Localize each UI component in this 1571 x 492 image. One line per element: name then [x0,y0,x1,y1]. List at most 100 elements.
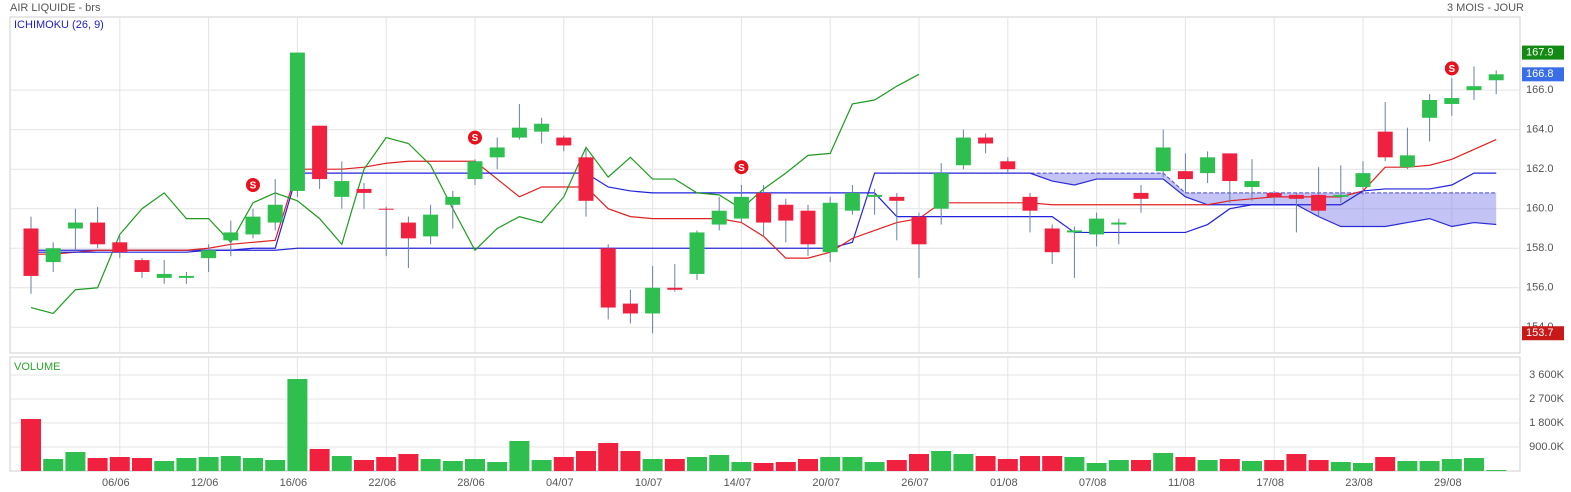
volume-bar [687,457,707,471]
volume-bar [1441,459,1462,471]
candle-body [1022,196,1038,211]
candle-body [756,192,772,223]
candle-body [1200,157,1216,174]
candle-body [645,287,661,314]
candle-body [1244,181,1260,187]
volume-bar [798,459,818,471]
volume-bar [1464,458,1484,471]
x-tick-label: 17/08 [1256,477,1284,489]
candle-body [178,275,194,278]
candle-body [445,196,461,205]
volume-tick-label: 1 800K [1529,417,1565,429]
candle-body [822,202,838,253]
signal-label: S [738,163,745,174]
volume-bar [709,455,730,471]
volume-bar [531,460,552,471]
price-badge-label: 153.7 [1526,327,1554,339]
x-tick-label: 07/08 [1079,477,1107,489]
volume-bar [931,451,952,471]
candle-body [534,123,550,132]
volume-bar [331,456,352,471]
volume-bar [576,451,596,471]
candle-body [1044,228,1060,253]
x-tick-label: 11/08 [1168,477,1195,489]
signal-label: S [250,181,257,192]
candle-body [1288,194,1304,199]
candle-body [600,248,616,308]
candle-body [867,194,883,197]
candle-body [112,242,128,253]
volume-bar [997,459,1018,471]
candle-body [223,232,239,241]
candle-body [578,157,594,201]
volume-panel [9,356,1521,472]
volume-bar [1486,470,1507,471]
volume-bar [442,461,463,471]
candle-body [1155,147,1171,172]
volume-bar [753,463,774,471]
volume-bar [1197,460,1218,471]
volume-bar [1286,454,1307,471]
volume-bar [43,459,64,471]
x-tick-label: 28/06 [457,477,485,489]
volume-bar [109,457,130,471]
signal-marker [468,130,482,145]
volume-bar [65,452,86,471]
x-tick-label: 20/07 [812,477,840,489]
price-badge [1522,326,1564,341]
volume-tick-label: 3 600K [1529,369,1565,381]
volume-bar [287,379,308,471]
candle-body [23,228,39,276]
candle-body [467,161,483,180]
y-tick-label: 158.0 [1526,242,1554,254]
x-tick-label: 29/08 [1434,477,1462,489]
y-tick-label: 156.0 [1526,282,1554,294]
x-tick-label: 10/07 [635,477,663,489]
x-tick-label: 04/07 [546,477,574,489]
volume-bar [1308,460,1329,471]
signal-marker [734,160,749,175]
volume-bar [864,462,885,471]
volume-bar [265,460,286,471]
indicator-line [30,73,920,315]
y-tick-label: 162.0 [1526,163,1554,175]
volume-bar [1419,461,1440,471]
price-panel [9,16,1521,354]
volume-bar [1219,459,1240,471]
signal-label: S [1448,64,1455,75]
candle-body [1355,173,1371,187]
candle-body [1089,218,1105,235]
volume-bar [487,462,508,471]
candle-body [800,210,816,245]
candle-body [423,214,439,237]
candle-body [201,250,217,259]
candle-body [1422,100,1438,118]
candle-body [267,204,283,223]
price-badge-label: 167.9 [1526,46,1554,58]
volume-bar [642,459,663,471]
x-tick-label: 26/07 [901,477,929,489]
price-badge [1522,45,1564,60]
volume-bar [1330,462,1351,471]
candle-body [911,216,927,245]
candle-body [289,52,305,191]
candle-body [400,222,416,239]
candle-body [511,127,527,138]
volume-bar [509,441,530,471]
candle-body [622,303,638,314]
volume-bar [1397,461,1418,471]
volume-bar [909,454,929,471]
candle-body [933,173,949,209]
candle-body [156,273,172,278]
candle-body [356,188,372,193]
candle-body [378,208,394,210]
volume-bar [1086,463,1107,471]
volume-label: VOLUME [14,361,60,373]
y-tick-label: 164.0 [1526,124,1554,136]
candle-body [1333,194,1349,197]
volume-bar [620,451,641,471]
candle-body [844,192,860,211]
candle-body [955,137,971,166]
candle-body [245,216,261,235]
